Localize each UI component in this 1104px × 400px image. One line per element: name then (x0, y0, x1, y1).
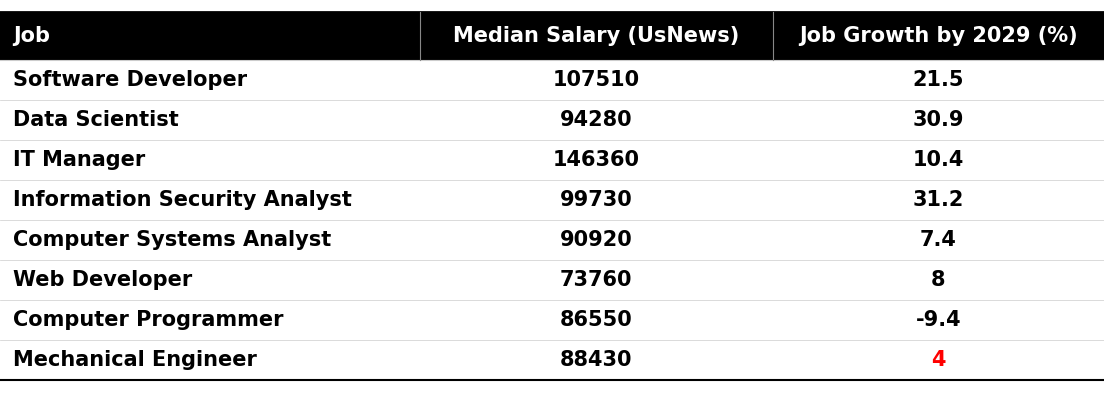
Text: Job: Job (13, 26, 51, 46)
Text: 4: 4 (931, 350, 946, 370)
FancyBboxPatch shape (0, 12, 1104, 60)
FancyBboxPatch shape (0, 60, 1104, 100)
Text: Information Security Analyst: Information Security Analyst (13, 190, 352, 210)
Text: Mechanical Engineer: Mechanical Engineer (13, 350, 257, 370)
Text: Web Developer: Web Developer (13, 270, 192, 290)
Text: 31.2: 31.2 (913, 190, 964, 210)
Text: Data Scientist: Data Scientist (13, 110, 179, 130)
Text: 21.5: 21.5 (913, 70, 964, 90)
FancyBboxPatch shape (0, 340, 1104, 380)
Text: 90920: 90920 (560, 230, 633, 250)
Text: -9.4: -9.4 (915, 310, 962, 330)
FancyBboxPatch shape (0, 180, 1104, 220)
FancyBboxPatch shape (0, 140, 1104, 180)
Text: 7.4: 7.4 (920, 230, 957, 250)
Text: 30.9: 30.9 (913, 110, 964, 130)
Text: 86550: 86550 (560, 310, 633, 330)
Text: 73760: 73760 (560, 270, 633, 290)
FancyBboxPatch shape (0, 100, 1104, 140)
FancyBboxPatch shape (0, 260, 1104, 300)
Text: IT Manager: IT Manager (13, 150, 146, 170)
Text: 107510: 107510 (553, 70, 639, 90)
Text: 88430: 88430 (560, 350, 633, 370)
Text: 99730: 99730 (560, 190, 633, 210)
Text: 94280: 94280 (560, 110, 633, 130)
Text: Software Developer: Software Developer (13, 70, 247, 90)
Text: Computer Systems Analyst: Computer Systems Analyst (13, 230, 331, 250)
Text: Median Salary (UsNews): Median Salary (UsNews) (453, 26, 740, 46)
Text: Job Growth by 2029 (%): Job Growth by 2029 (%) (799, 26, 1078, 46)
FancyBboxPatch shape (0, 220, 1104, 260)
Text: Computer Programmer: Computer Programmer (13, 310, 284, 330)
Text: 146360: 146360 (553, 150, 639, 170)
Text: 8: 8 (931, 270, 946, 290)
Text: 10.4: 10.4 (913, 150, 964, 170)
FancyBboxPatch shape (0, 300, 1104, 340)
